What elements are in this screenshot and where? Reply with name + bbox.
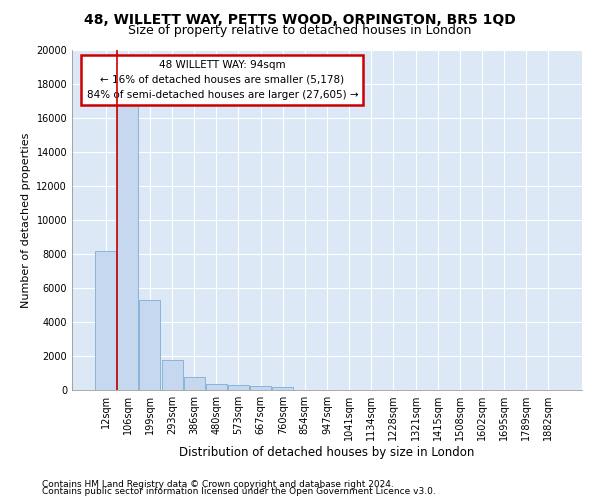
Bar (139, 300, 160, 390)
Y-axis label: Number of detached properties: Number of detached properties (21, 132, 31, 308)
Bar (250, 386, 271, 390)
Bar (118, 106, 139, 390)
Bar (184, 378, 205, 390)
X-axis label: Distribution of detached houses by size in London: Distribution of detached houses by size … (179, 446, 475, 459)
Bar (206, 384, 227, 390)
Bar (161, 360, 182, 390)
Bar (228, 385, 249, 390)
Text: 48 WILLETT WAY: 94sqm
← 16% of detached houses are smaller (5,178)
84% of semi-d: 48 WILLETT WAY: 94sqm ← 16% of detached … (86, 60, 358, 100)
Text: Contains HM Land Registry data © Crown copyright and database right 2024.: Contains HM Land Registry data © Crown c… (42, 480, 394, 489)
Text: Contains public sector information licensed under the Open Government Licence v3: Contains public sector information licen… (42, 487, 436, 496)
Text: Size of property relative to detached houses in London: Size of property relative to detached ho… (128, 24, 472, 37)
Text: 48, WILLETT WAY, PETTS WOOD, ORPINGTON, BR5 1QD: 48, WILLETT WAY, PETTS WOOD, ORPINGTON, … (84, 12, 516, 26)
Bar (272, 387, 293, 390)
Bar (95, 252, 116, 390)
